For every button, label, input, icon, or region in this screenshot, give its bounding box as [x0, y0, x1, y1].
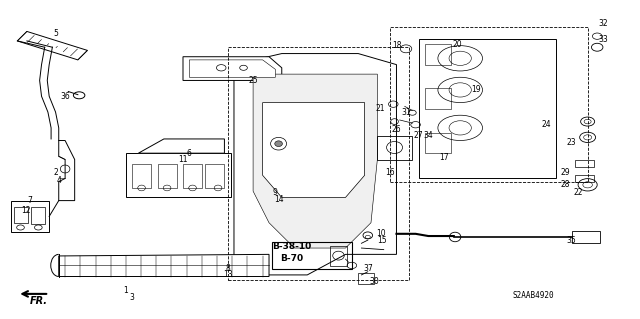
- Polygon shape: [125, 153, 231, 197]
- Bar: [425, 44, 451, 65]
- Text: 23: 23: [567, 137, 577, 147]
- Bar: [575, 175, 594, 182]
- Bar: [378, 136, 412, 160]
- Text: 12: 12: [21, 206, 30, 215]
- Bar: [228, 47, 409, 280]
- Polygon shape: [138, 139, 225, 153]
- Text: 22: 22: [573, 188, 583, 197]
- Bar: [330, 246, 348, 266]
- Text: 9: 9: [273, 188, 278, 197]
- Bar: [31, 207, 45, 224]
- Text: 8: 8: [225, 264, 230, 273]
- Text: 25: 25: [248, 76, 258, 85]
- Bar: [425, 88, 451, 109]
- Text: 26: 26: [392, 125, 401, 134]
- Polygon shape: [234, 54, 396, 275]
- Polygon shape: [253, 74, 378, 248]
- Text: 14: 14: [274, 195, 284, 204]
- Polygon shape: [189, 60, 275, 77]
- Text: 32: 32: [599, 19, 609, 28]
- Text: 2: 2: [53, 168, 58, 177]
- Polygon shape: [17, 32, 88, 60]
- Bar: [572, 231, 600, 243]
- Text: 10: 10: [376, 229, 385, 238]
- Text: 27: 27: [414, 131, 424, 140]
- Text: 3: 3: [129, 293, 134, 301]
- Bar: [425, 133, 451, 153]
- Text: 30: 30: [369, 277, 379, 286]
- Bar: [575, 160, 594, 167]
- Text: S2AAB4920: S2AAB4920: [513, 291, 554, 300]
- Polygon shape: [183, 57, 282, 80]
- Text: 17: 17: [440, 153, 449, 162]
- Text: 34: 34: [424, 131, 433, 140]
- Bar: [358, 273, 374, 285]
- Text: 5: 5: [53, 28, 58, 38]
- Text: 15: 15: [378, 236, 387, 245]
- Bar: [132, 164, 151, 188]
- Text: 7: 7: [28, 196, 33, 205]
- Text: 21: 21: [376, 104, 385, 113]
- Bar: [390, 27, 588, 182]
- Text: 20: 20: [452, 40, 462, 48]
- Bar: [272, 242, 352, 269]
- Polygon shape: [262, 103, 365, 197]
- Text: 28: 28: [561, 180, 570, 189]
- Text: 4: 4: [56, 175, 61, 185]
- Text: 33: 33: [598, 35, 609, 44]
- Text: 6: 6: [187, 149, 192, 158]
- Polygon shape: [419, 39, 556, 178]
- Text: 18: 18: [392, 41, 401, 50]
- Text: 36: 36: [60, 92, 70, 101]
- Text: 11: 11: [179, 155, 188, 164]
- Text: 13: 13: [223, 271, 232, 279]
- Bar: [205, 164, 225, 188]
- Polygon shape: [59, 141, 75, 201]
- Text: 31: 31: [401, 108, 411, 116]
- Polygon shape: [59, 254, 269, 277]
- Text: 29: 29: [561, 168, 570, 177]
- Ellipse shape: [275, 141, 282, 146]
- Text: 37: 37: [363, 264, 372, 273]
- Text: 16: 16: [385, 168, 395, 177]
- Text: 1: 1: [124, 286, 128, 295]
- Bar: [157, 164, 177, 188]
- Polygon shape: [11, 201, 49, 232]
- Text: FR.: FR.: [29, 296, 47, 306]
- Bar: [14, 207, 28, 223]
- Text: 24: 24: [541, 120, 551, 129]
- Text: 35: 35: [567, 236, 577, 245]
- Bar: [183, 164, 202, 188]
- Text: 19: 19: [471, 85, 481, 94]
- Text: B-38-10
B-70: B-38-10 B-70: [272, 242, 311, 263]
